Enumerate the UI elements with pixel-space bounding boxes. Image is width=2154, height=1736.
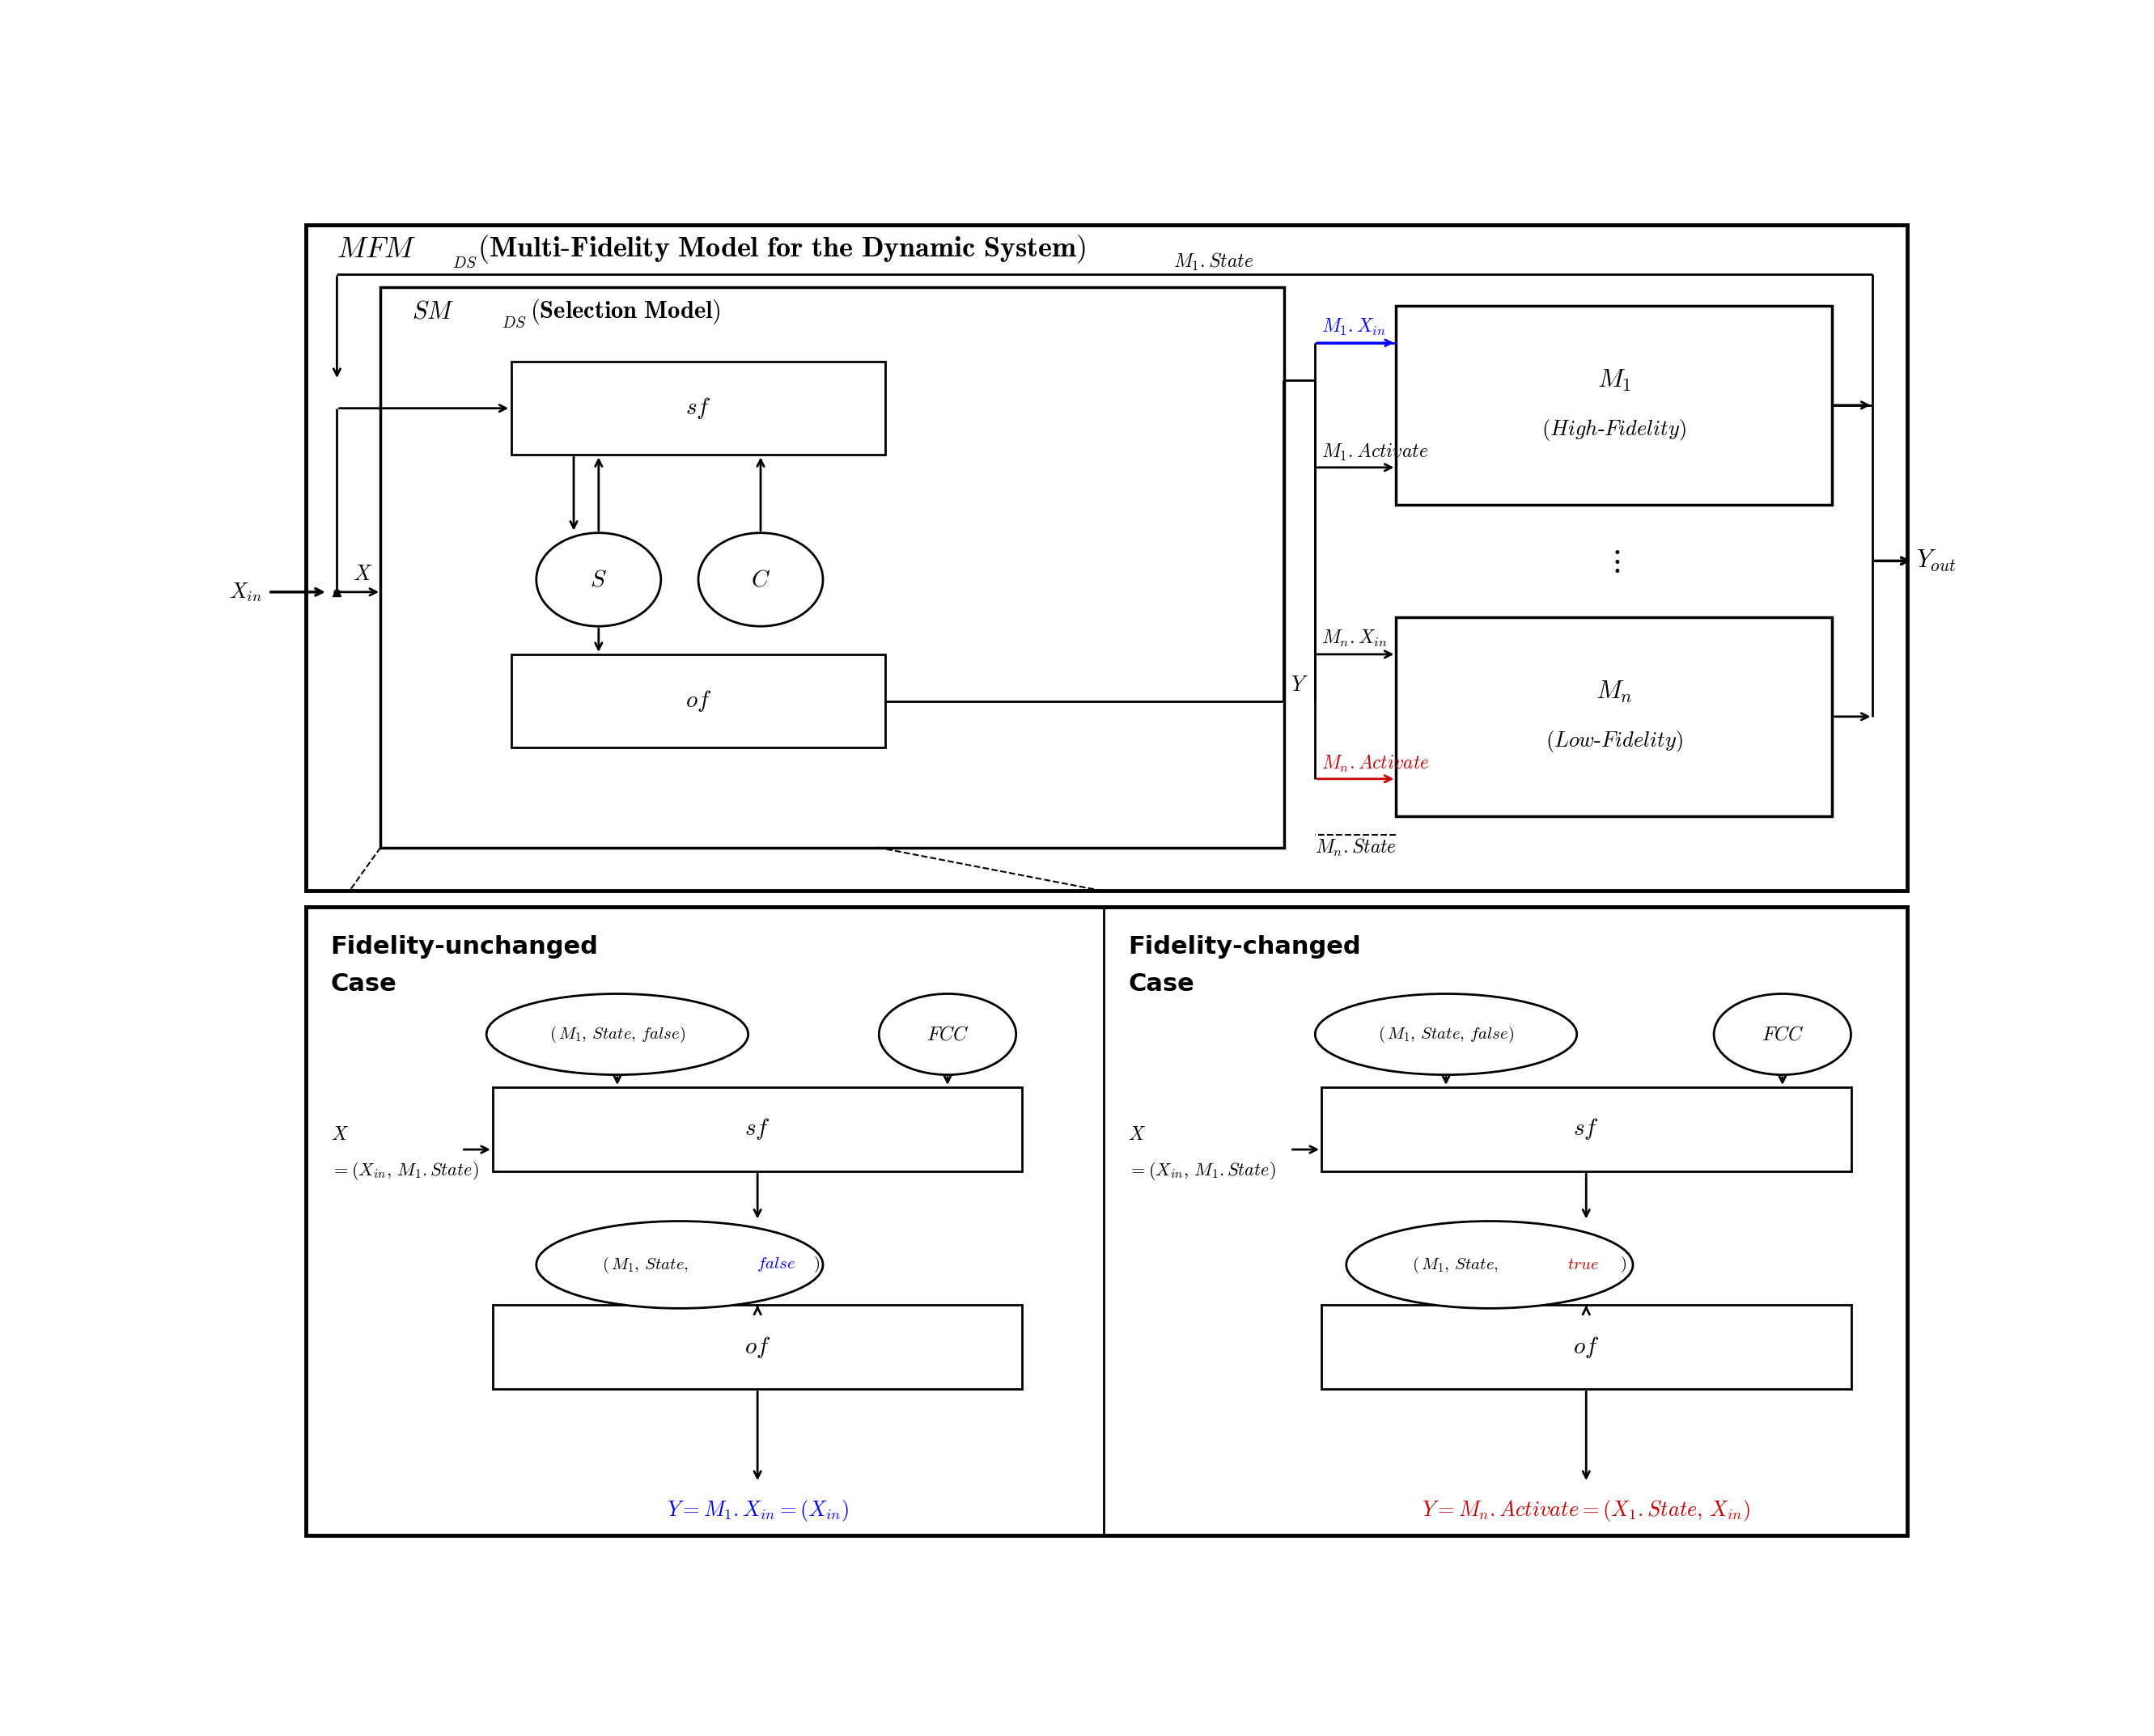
- Text: Case: Case: [1129, 972, 1193, 996]
- Text: $(\,M_1,\,State,$: $(\,M_1,\,State,$: [601, 1255, 689, 1274]
- Text: $(\,M_1,\,State,$: $(\,M_1,\,State,$: [1413, 1255, 1499, 1274]
- Bar: [1320, 1087, 1850, 1172]
- Text: Case: Case: [332, 972, 396, 996]
- Bar: [306, 906, 1906, 1536]
- Ellipse shape: [879, 993, 1017, 1075]
- Text: $X$: $X$: [332, 1125, 349, 1144]
- Text: $=(X_{in},\,M_1.State)$: $=(X_{in},\,M_1.State)$: [332, 1160, 478, 1182]
- Text: $\mathit{M_1}$: $\mathit{M_1}$: [1596, 368, 1631, 392]
- Bar: [381, 286, 1284, 847]
- Text: $\mathit{M_n.State}$: $\mathit{M_n.State}$: [1314, 837, 1396, 858]
- Text: $)$: $)$: [1620, 1255, 1626, 1274]
- Text: $\mathit{M_n.Activate}$: $\mathit{M_n.Activate}$: [1320, 753, 1430, 774]
- Ellipse shape: [698, 533, 823, 627]
- Text: $\mathit{of}$: $\mathit{of}$: [1572, 1335, 1598, 1359]
- Ellipse shape: [1715, 993, 1850, 1075]
- Text: $\mathit{false}$: $\mathit{false}$: [756, 1255, 795, 1274]
- Text: $\mathit{FCC}$: $\mathit{FCC}$: [926, 1024, 969, 1043]
- Text: $\mathit{M_1.Activate}$: $\mathit{M_1.Activate}$: [1320, 441, 1428, 462]
- Text: $\mathit{M_1.State}$: $\mathit{M_1.State}$: [1174, 252, 1254, 273]
- Ellipse shape: [536, 1220, 823, 1309]
- Text: $X$: $X$: [1129, 1125, 1146, 1144]
- Text: $\mathit{sf}$: $\mathit{sf}$: [745, 1116, 771, 1142]
- Text: $=(X_{in},\,M_1.State)$: $=(X_{in},\,M_1.State)$: [1129, 1160, 1275, 1182]
- Text: $\mathit{of}$: $\mathit{of}$: [745, 1335, 771, 1359]
- Text: $Y_{out}$: $Y_{out}$: [1917, 549, 1956, 573]
- Text: $(Low\text{-}Fidelity)$: $(Low\text{-}Fidelity)$: [1547, 729, 1682, 753]
- Text: $S$: $S$: [590, 568, 607, 590]
- Bar: [1320, 1305, 1850, 1389]
- Bar: [1396, 306, 1833, 505]
- Ellipse shape: [1346, 1220, 1633, 1309]
- Text: $C$: $C$: [752, 568, 771, 590]
- Bar: [1396, 616, 1833, 816]
- Bar: [493, 1087, 1023, 1172]
- Bar: [306, 224, 1906, 891]
- Text: $(High\text{-}Fidelity)$: $(High\text{-}Fidelity)$: [1542, 418, 1687, 443]
- Text: $X$: $X$: [353, 564, 373, 585]
- Text: $\mathbf{\mathit{SM}}$: $\mathbf{\mathit{SM}}$: [411, 300, 454, 323]
- Text: $)$: $)$: [814, 1255, 821, 1274]
- Ellipse shape: [1316, 993, 1577, 1075]
- Text: $Y = M_1.X_{in} = (X_{in})$: $Y = M_1.X_{in} = (X_{in})$: [666, 1498, 849, 1522]
- Text: $(\,M_1,\,State,\,false)$: $(\,M_1,\,State,\,false)$: [1379, 1024, 1514, 1043]
- Text: $\vdots$: $\vdots$: [1609, 545, 1620, 576]
- Text: $\mathit{sf}$: $\mathit{sf}$: [685, 396, 711, 420]
- Bar: [510, 361, 885, 455]
- Text: Fidelity-unchanged: Fidelity-unchanged: [332, 936, 599, 958]
- Text: $Y = M_n.Activate = (X_1.State,\,X_{in})$: $Y = M_n.Activate = (X_1.State,\,X_{in})…: [1422, 1498, 1751, 1522]
- Ellipse shape: [536, 533, 661, 627]
- Bar: [493, 1305, 1023, 1389]
- Text: $(\,M_1,\,State,\,false)$: $(\,M_1,\,State,\,false)$: [549, 1024, 685, 1043]
- Text: $Y$: $Y$: [1290, 675, 1307, 696]
- Bar: [510, 654, 885, 748]
- Text: $\mathbf{(Selection\ Model)}$: $\mathbf{(Selection\ Model)}$: [530, 297, 722, 326]
- Text: $\mathbf{(Multi\text{-}Fidelity\ Model\ for\ the\ Dynamic\ System)}$: $\mathbf{(Multi\text{-}Fidelity\ Model\ …: [478, 233, 1086, 266]
- Text: $\mathit{FCC}$: $\mathit{FCC}$: [1762, 1024, 1803, 1043]
- Text: Fidelity-changed: Fidelity-changed: [1129, 936, 1361, 958]
- Ellipse shape: [487, 993, 747, 1075]
- Text: $\mathit{true}$: $\mathit{true}$: [1566, 1257, 1598, 1272]
- Text: $\mathit{sf}$: $\mathit{sf}$: [1572, 1116, 1598, 1142]
- Text: $\mathbf{\mathit{DS}}$: $\mathbf{\mathit{DS}}$: [452, 255, 476, 271]
- Text: $\mathit{of}$: $\mathit{of}$: [685, 689, 711, 713]
- Text: $\mathit{M_n}$: $\mathit{M_n}$: [1596, 679, 1633, 705]
- Text: $\mathit{M_n.X_{in}}$: $\mathit{M_n.X_{in}}$: [1320, 628, 1387, 649]
- Text: $\mathit{M_1.X_{in}}$: $\mathit{M_1.X_{in}}$: [1320, 318, 1387, 337]
- Text: $X_{in}$: $X_{in}$: [228, 582, 263, 602]
- Text: $\mathbf{\mathit{MFM}}$: $\mathbf{\mathit{MFM}}$: [336, 236, 416, 264]
- Text: $\mathbf{\mathit{DS}}$: $\mathbf{\mathit{DS}}$: [502, 316, 528, 330]
